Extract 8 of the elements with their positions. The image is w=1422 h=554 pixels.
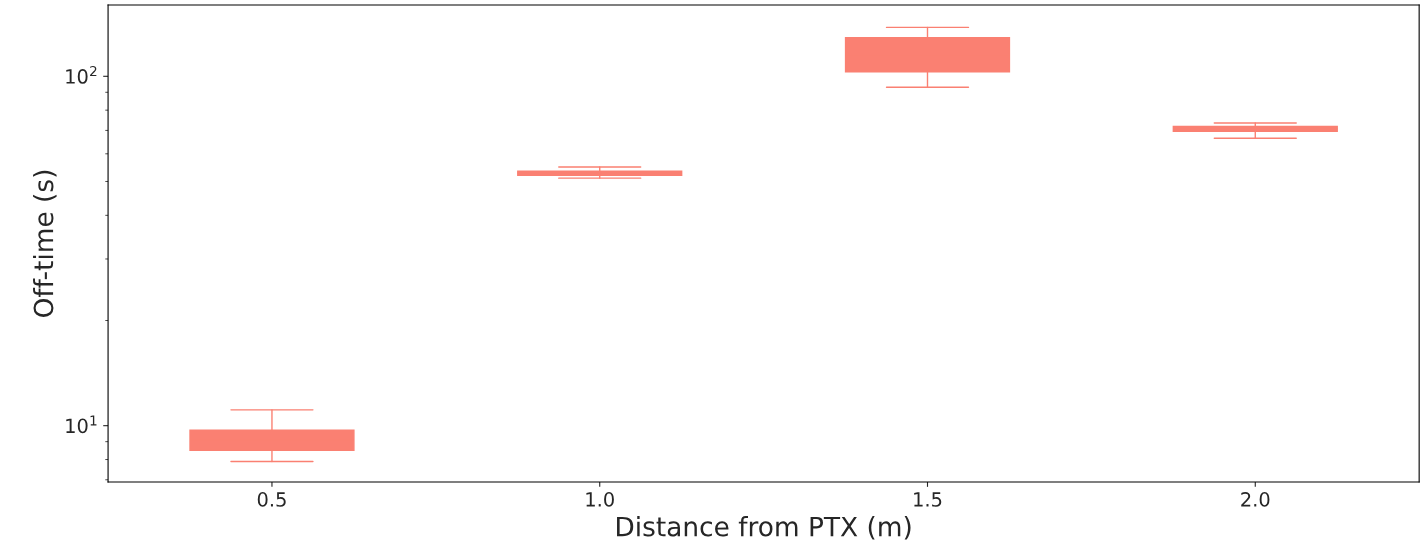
x-tick-label: 1.0 — [586, 492, 614, 507]
x-tick-label: 2.0 — [1241, 492, 1270, 507]
x-tick-label: 1.5 — [914, 492, 942, 507]
x-axis-title: Distance from PTX (m) — [617, 516, 911, 540]
y-tick-label: 10$^{2}$ — [66, 65, 97, 84]
y-axis-title: Off-time (s) — [33, 170, 57, 317]
y-tick-label: 10$^{1}$ — [66, 415, 97, 434]
x-tick-label: 0.5 — [257, 492, 286, 507]
